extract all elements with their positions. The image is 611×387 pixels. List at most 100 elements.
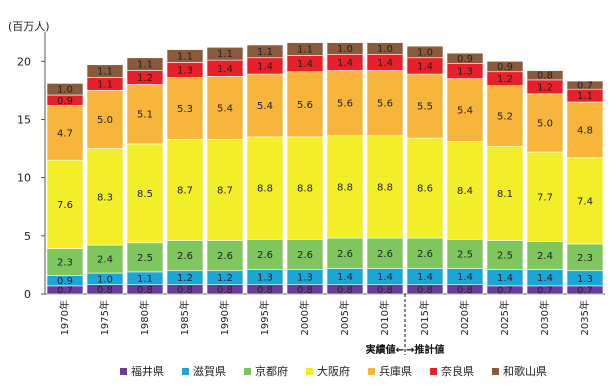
data-label: 1.0	[57, 85, 73, 96]
data-label: 1.1	[577, 91, 593, 102]
data-label: 8.6	[417, 184, 433, 195]
y-tick-label: 20	[17, 55, 31, 68]
data-label: 8.1	[497, 189, 513, 200]
bar-segment	[406, 45, 444, 59]
data-label: 1.4	[497, 273, 513, 284]
data-label: 0.8	[217, 285, 233, 296]
bar-segment	[326, 135, 364, 239]
data-label: 1.2	[177, 273, 193, 284]
data-label: 5.0	[537, 118, 553, 129]
data-label: 7.7	[537, 192, 553, 203]
data-label: 1.4	[377, 58, 393, 69]
data-label: 5.3	[177, 104, 193, 115]
data-label: 8.5	[137, 189, 153, 200]
legend-swatch	[244, 368, 251, 375]
bar-segment	[246, 44, 284, 59]
data-label: 2.6	[257, 250, 273, 261]
data-label: 2.5	[457, 249, 473, 260]
data-label: 8.8	[337, 182, 353, 193]
data-label: 5.4	[217, 103, 233, 114]
data-label: 0.8	[537, 71, 553, 82]
x-tick-label: 2025年	[498, 300, 511, 335]
data-label: 5.2	[497, 111, 513, 122]
data-label: 1.0	[377, 44, 393, 55]
bar-segment	[526, 241, 564, 270]
data-label: 1.1	[177, 52, 193, 63]
data-label: 8.4	[457, 186, 473, 197]
bar-segment	[526, 151, 564, 242]
x-tick-label: 1975年	[98, 300, 111, 335]
data-label: 1.1	[297, 45, 313, 56]
data-label: 0.8	[297, 285, 313, 296]
data-label: 1.3	[177, 66, 193, 77]
data-label: 1.2	[537, 82, 553, 93]
bar-segment	[486, 145, 524, 241]
data-label: 2.6	[417, 249, 433, 260]
bar-segment	[86, 244, 124, 274]
data-label: 0.7	[577, 81, 593, 92]
data-label: 5.6	[337, 99, 353, 110]
bar-segment	[286, 71, 324, 138]
data-label: 2.6	[377, 249, 393, 260]
legend-swatch	[368, 368, 375, 375]
bar-segment	[246, 136, 284, 240]
bar-segment	[486, 85, 524, 147]
data-label: 1.3	[257, 273, 273, 284]
y-tick-label: 15	[17, 113, 31, 126]
legend-label: 兵庫県	[379, 364, 412, 378]
data-label: 1.1	[257, 47, 273, 58]
data-label: 2.5	[137, 253, 153, 264]
legend-label: 和歌山県	[503, 364, 547, 378]
legend-swatch	[182, 368, 189, 375]
x-tick-label: 1995年	[258, 300, 271, 335]
bar-segment	[566, 243, 604, 272]
data-label: 8.7	[177, 185, 193, 196]
data-label: 2.6	[337, 249, 353, 260]
data-label: 8.8	[377, 182, 393, 193]
legend-swatch	[430, 368, 437, 375]
data-label: 1.0	[337, 44, 353, 55]
data-label: 1.3	[297, 273, 313, 284]
data-label: 0.8	[137, 285, 153, 296]
data-label: 0.9	[457, 54, 473, 65]
data-label: 4.7	[57, 128, 73, 139]
bar-segment	[86, 90, 124, 149]
bar-segment	[86, 64, 124, 78]
x-tick-label: 1980年	[138, 300, 151, 335]
data-label: 8.8	[297, 184, 313, 195]
bar-segment	[46, 83, 84, 96]
data-label: 0.7	[537, 285, 553, 296]
bar-segment	[206, 240, 244, 272]
bar-segment	[166, 49, 204, 63]
bar-segment	[326, 237, 364, 269]
data-label: 1.1	[217, 49, 233, 60]
legend-swatch	[306, 368, 313, 375]
legend-label: 奈良県	[441, 364, 474, 378]
bar-segment	[46, 159, 84, 249]
data-label: 0.7	[57, 285, 73, 296]
segment-labels: 0.70.92.37.64.70.91.00.81.02.48.35.01.11…	[57, 44, 593, 296]
bar-segment	[326, 70, 364, 137]
data-label: 1.4	[217, 64, 233, 75]
annotation-forecast: →推計値	[406, 343, 444, 356]
data-label: 8.7	[217, 185, 233, 196]
data-label: 0.7	[497, 285, 513, 296]
data-label: 5.6	[377, 99, 393, 110]
data-label: 1.0	[417, 47, 433, 58]
data-label: 1.4	[457, 272, 473, 283]
legend-swatch	[120, 368, 127, 375]
data-label: 1.1	[97, 79, 113, 90]
unit-label: (百万人)	[8, 20, 50, 33]
y-tick-label: 10	[17, 172, 31, 185]
data-label: 0.8	[177, 285, 193, 296]
legend-label: 大阪府	[317, 364, 350, 378]
bar-segment	[206, 76, 244, 140]
legend-label: 福井県	[131, 364, 164, 378]
data-label: 1.0	[97, 274, 113, 285]
bar-segment	[566, 157, 604, 245]
data-label: 1.4	[337, 272, 353, 283]
bar-segment	[566, 80, 604, 90]
bar-segment	[446, 239, 484, 269]
data-label: 2.6	[217, 251, 233, 262]
data-label: 5.4	[457, 106, 473, 117]
